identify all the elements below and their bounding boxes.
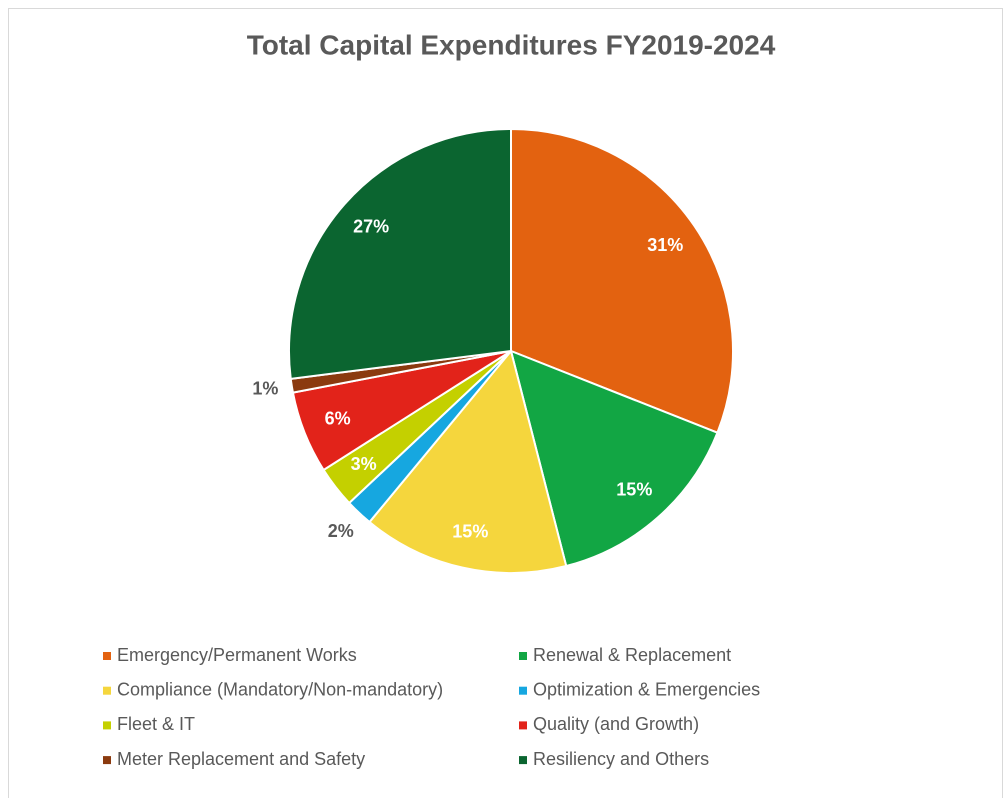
legend-text: Fleet & IT <box>117 714 195 734</box>
legend-marker <box>519 721 527 730</box>
slice-label: 27% <box>353 216 389 236</box>
legend-text: Meter Replacement and Safety <box>117 749 365 769</box>
chart-frame <box>8 8 1003 798</box>
legend-marker <box>519 686 527 695</box>
slice-label: 1% <box>252 379 278 399</box>
legend-marker <box>519 652 527 660</box>
legend-text: Resiliency and Others <box>533 749 709 769</box>
legend-marker <box>103 652 111 660</box>
pie-slice <box>288 127 512 380</box>
legend-text: Quality (and Growth) <box>533 714 699 734</box>
pie-slice <box>368 348 568 574</box>
legend-marker <box>103 756 111 765</box>
legend-marker <box>103 686 111 695</box>
chart-title: Total Capital Expenditures FY2019-2024 <box>247 29 776 60</box>
legend-marker <box>103 721 111 730</box>
legend-text: Emergency/Permanent Works <box>117 645 357 665</box>
slice-label: 2% <box>328 521 354 541</box>
pie-slice <box>509 349 719 568</box>
legend-marker <box>519 756 527 765</box>
legend-text: Optimization & Emergencies <box>533 679 760 699</box>
pie-slice <box>510 127 734 435</box>
legend-text: Compliance (Mandatory/Non-mandatory) <box>117 679 443 699</box>
slice-label: 15% <box>452 522 488 542</box>
slice-label: 15% <box>616 480 652 500</box>
slice-label: 3% <box>351 454 377 474</box>
slice-label: 6% <box>325 408 351 428</box>
legend-text: Renewal & Replacement <box>533 645 731 665</box>
slice-label: 31% <box>647 235 683 255</box>
